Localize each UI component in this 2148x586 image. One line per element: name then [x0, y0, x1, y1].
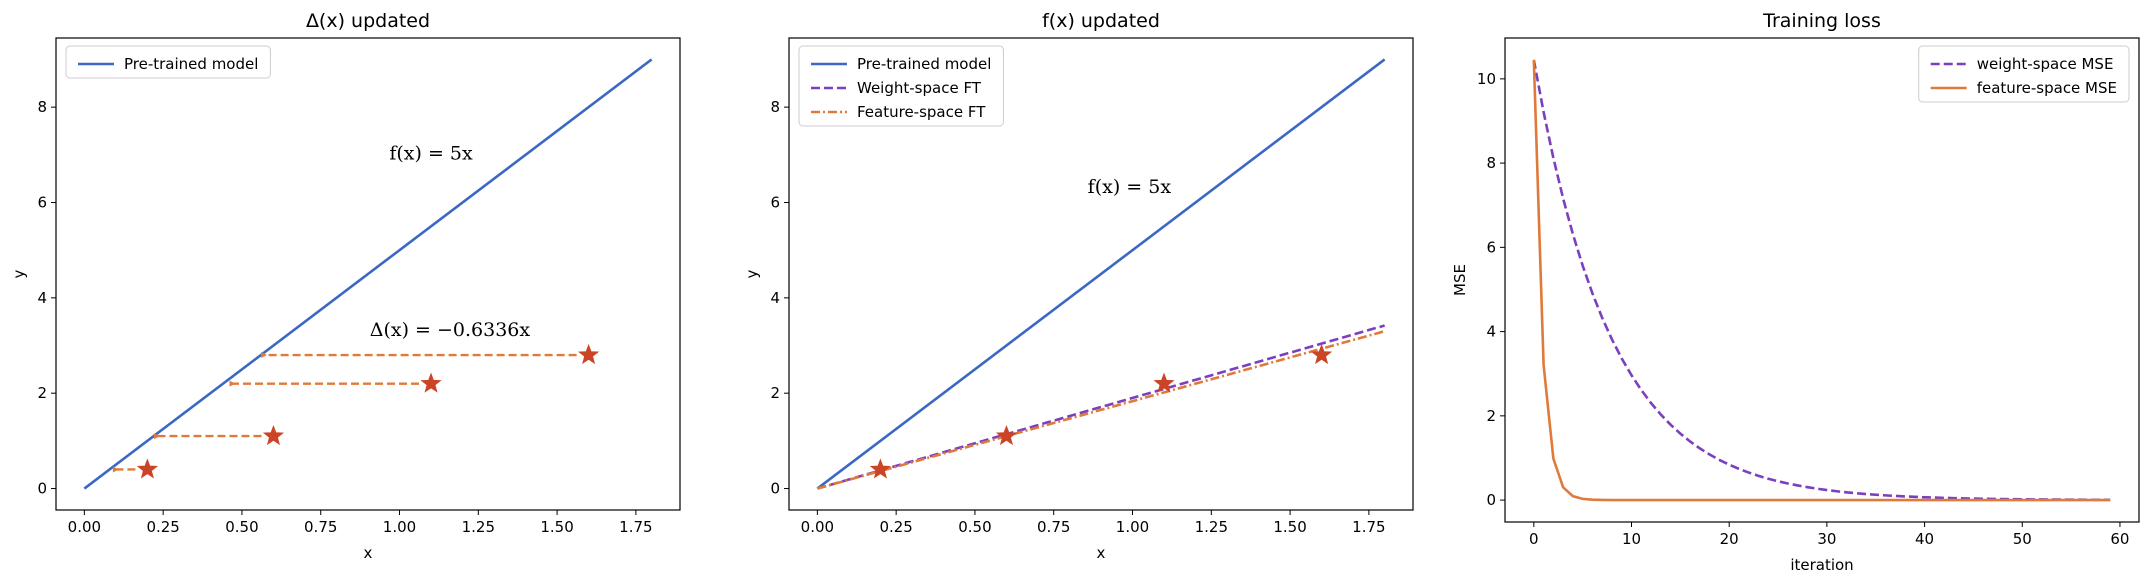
x-tick-label: 0.00	[801, 518, 834, 536]
legend-entry: Pre-trained model	[124, 55, 258, 73]
panel-training-loss: Training loss iteration MSE 0 10 20 30 40 50 6…	[1451, 10, 2140, 574]
axes-frame	[55, 37, 681, 511]
legend-entry: Pre-trained model	[857, 55, 991, 73]
plot-area	[1532, 59, 2111, 502]
data-point-star	[136, 458, 158, 479]
legend: weight-space MSE feature-space MSE	[1918, 45, 2130, 103]
axes-frame	[788, 37, 1414, 511]
y-tick-label: 8	[1486, 154, 1496, 172]
x-tick-label: 0.00	[68, 518, 101, 536]
y-axis-label: y	[743, 269, 761, 278]
legend-frame	[65, 45, 271, 79]
chart-title: Training loss	[1762, 10, 1881, 32]
y-tick-label: 6	[1486, 238, 1496, 256]
x-tick-label: 20	[1720, 530, 1739, 548]
plot-area	[83, 58, 653, 490]
x-tick-label: 0.50	[958, 518, 991, 536]
series-line-pre-trained-model	[816, 58, 1386, 490]
x-tick-label: 0.25	[879, 518, 912, 536]
equation-annotation: f(x) = 5x	[389, 143, 473, 165]
data-point-star	[420, 372, 442, 393]
x-tick-label: 1.50	[1273, 518, 1306, 536]
series-line-weight-space-mse	[1532, 59, 2111, 502]
axes-frame	[1504, 37, 2140, 523]
legend-frame	[1918, 45, 2130, 103]
x-tick-label: 50	[2013, 530, 2032, 548]
x-tick-label: 1.00	[1116, 518, 1149, 536]
y-tick-label: 4	[37, 289, 47, 307]
data-point-star	[262, 424, 285, 446]
y-tick-label: 6	[37, 193, 47, 211]
y-tick-label: 2	[1486, 407, 1496, 425]
y-axis-label: y	[10, 269, 28, 278]
x-tick-label: 0.50	[225, 518, 258, 536]
x-tick-label: 10	[1622, 530, 1641, 548]
x-axis-label: x	[1097, 544, 1106, 562]
data-point-star	[1153, 372, 1175, 393]
data-point-star	[869, 458, 891, 479]
x-tick-label: 60	[2110, 530, 2129, 548]
x-tick-label: 1.75	[619, 518, 652, 536]
y-tick-label: 0	[770, 480, 780, 498]
x-axis-label: iteration	[1790, 556, 1853, 574]
series-line-feature-space-ft	[817, 329, 1385, 490]
equation-annotation: f(x) = 5x	[1088, 176, 1172, 198]
x-tick-label: 1.25	[1195, 518, 1228, 536]
legend-entry: Feature-space FT	[857, 103, 986, 121]
x-tick-label: 1.00	[383, 518, 416, 536]
data-point-star	[1311, 343, 1333, 365]
legend: Pre-trained model	[65, 45, 271, 79]
equation-annotation: Δ(x) = −0.6336x	[370, 319, 531, 341]
series-line-pre-trained-model	[83, 58, 653, 490]
legend-frame	[798, 45, 1004, 127]
panel-delta-updated: Δ(x) updated x y 0.00 0.25 0.50 0.75 1.00 1.2…	[10, 10, 681, 562]
x-tick-label: 0.75	[1037, 518, 1070, 536]
y-tick-label: 4	[1486, 323, 1496, 341]
y-axis-label: MSE	[1451, 264, 1469, 296]
x-tick-label: 1.75	[1352, 518, 1385, 536]
x-tick-label: 0	[1529, 530, 1539, 548]
x-tick-label: 40	[1915, 530, 1934, 548]
y-tick-label: 8	[770, 98, 780, 116]
x-axis-label: x	[364, 544, 373, 562]
y-tick-label: 0	[1486, 491, 1496, 509]
x-tick-label: 30	[1817, 530, 1836, 548]
y-tick-label: 2	[37, 384, 47, 402]
legend-entry: weight-space MSE	[1977, 55, 2114, 73]
y-tick-label: 10	[1477, 70, 1496, 88]
panel-f-updated: f(x) updated x y 0.00 0.25 0.50 0.75 1.00 1.2…	[743, 10, 1414, 562]
y-tick-label: 4	[770, 289, 780, 307]
x-tick-label: 0.25	[146, 518, 179, 536]
y-tick-label: 0	[37, 480, 47, 498]
y-tick-label: 2	[770, 384, 780, 402]
x-tick-label: 0.75	[304, 518, 337, 536]
legend: Pre-trained model Weight-space FT Feature-…	[798, 45, 1004, 127]
chart-title: f(x) updated	[1042, 10, 1160, 32]
legend-entry: feature-space MSE	[1977, 79, 2117, 97]
chart-title: Δ(x) updated	[306, 10, 430, 32]
x-tick-label: 1.50	[540, 518, 573, 536]
y-tick-label: 6	[770, 193, 780, 211]
series-line-feature-space-mse	[1532, 59, 2111, 502]
data-point-star	[995, 424, 1018, 446]
data-point-star	[578, 343, 600, 365]
y-tick-label: 8	[37, 98, 47, 116]
x-tick-label: 1.25	[462, 518, 495, 536]
plot-area	[816, 58, 1386, 490]
legend-entry: Weight-space FT	[857, 79, 982, 97]
